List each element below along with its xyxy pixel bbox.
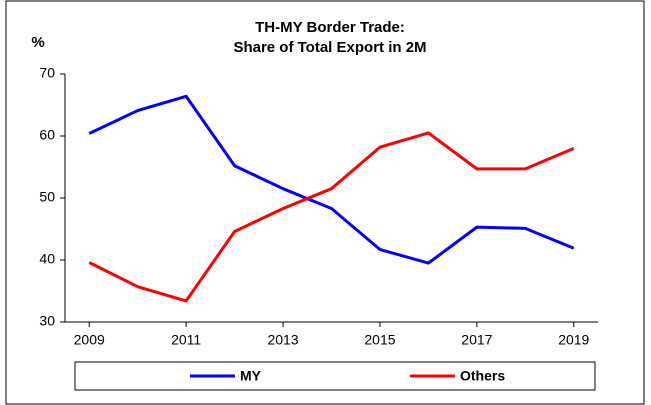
x-tick-label: 2017 bbox=[461, 332, 492, 348]
chart-frame bbox=[5, 0, 645, 405]
x-tick-label: 2013 bbox=[267, 332, 298, 348]
legend-label: Others bbox=[460, 368, 505, 384]
chart-title: TH-MY Border Trade: bbox=[255, 19, 405, 36]
y-tick-label: 50 bbox=[39, 189, 55, 205]
legend-label: MY bbox=[240, 368, 262, 384]
y-tick-label: 40 bbox=[39, 251, 55, 267]
line-series bbox=[88, 94, 575, 265]
x-tick-label: 2015 bbox=[364, 332, 395, 348]
x-tick-label: 2019 bbox=[558, 332, 589, 348]
y-tick-label: 60 bbox=[39, 127, 55, 143]
chart-title: Share of Total Export in 2M bbox=[233, 39, 426, 56]
x-tick-label: 2009 bbox=[74, 332, 105, 348]
y-axis-label: % bbox=[31, 34, 44, 51]
x-tick-label: 2011 bbox=[171, 332, 201, 348]
legend-box bbox=[74, 361, 596, 391]
y-tick-label: 30 bbox=[39, 313, 55, 329]
y-tick-label: 70 bbox=[39, 65, 55, 81]
line-series bbox=[88, 131, 575, 303]
